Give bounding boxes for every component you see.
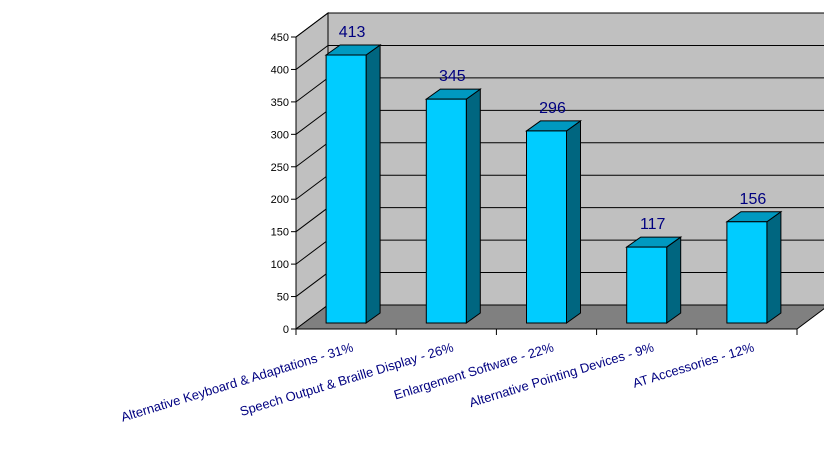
y-tick-label: 450 (271, 32, 289, 44)
bar-front (325, 54, 367, 324)
y-tick-label: 350 (271, 97, 289, 109)
bar-side (465, 88, 481, 324)
bar-side (566, 119, 581, 324)
data-label: 413 (339, 24, 366, 41)
data-label: 345 (439, 68, 466, 85)
data-label: 296 (539, 100, 566, 117)
y-tick-label: 400 (271, 64, 289, 76)
gridline (295, 12, 824, 38)
y-tick-label: 300 (271, 129, 289, 141)
bar (625, 236, 683, 324)
bar (725, 210, 783, 324)
y-tick-label: 50 (277, 292, 289, 304)
bar-front (626, 246, 668, 324)
bar-side (766, 210, 782, 324)
data-label: 156 (740, 191, 767, 208)
data-label: 117 (640, 216, 666, 233)
bar-front (526, 130, 567, 324)
y-tick-label: 0 (283, 324, 289, 336)
bar-front (726, 221, 768, 324)
y-tick-label: 250 (271, 162, 289, 174)
bar (524, 119, 583, 324)
axes: 0 50 100 150 200 250 300 350 400 450 (271, 32, 798, 336)
gridline (295, 44, 824, 70)
bar-side (365, 44, 381, 324)
bar-side (666, 236, 682, 324)
y-tick-label: 100 (271, 259, 289, 271)
y-tick-label: 200 (271, 194, 289, 206)
bar (424, 88, 482, 324)
bar (324, 44, 382, 324)
category-label: Alternative Pointing Devices - 9% (467, 339, 656, 410)
side-wall (295, 12, 329, 330)
bar-front (425, 98, 467, 324)
y-tick-label: 150 (271, 227, 289, 239)
bars (324, 44, 783, 324)
